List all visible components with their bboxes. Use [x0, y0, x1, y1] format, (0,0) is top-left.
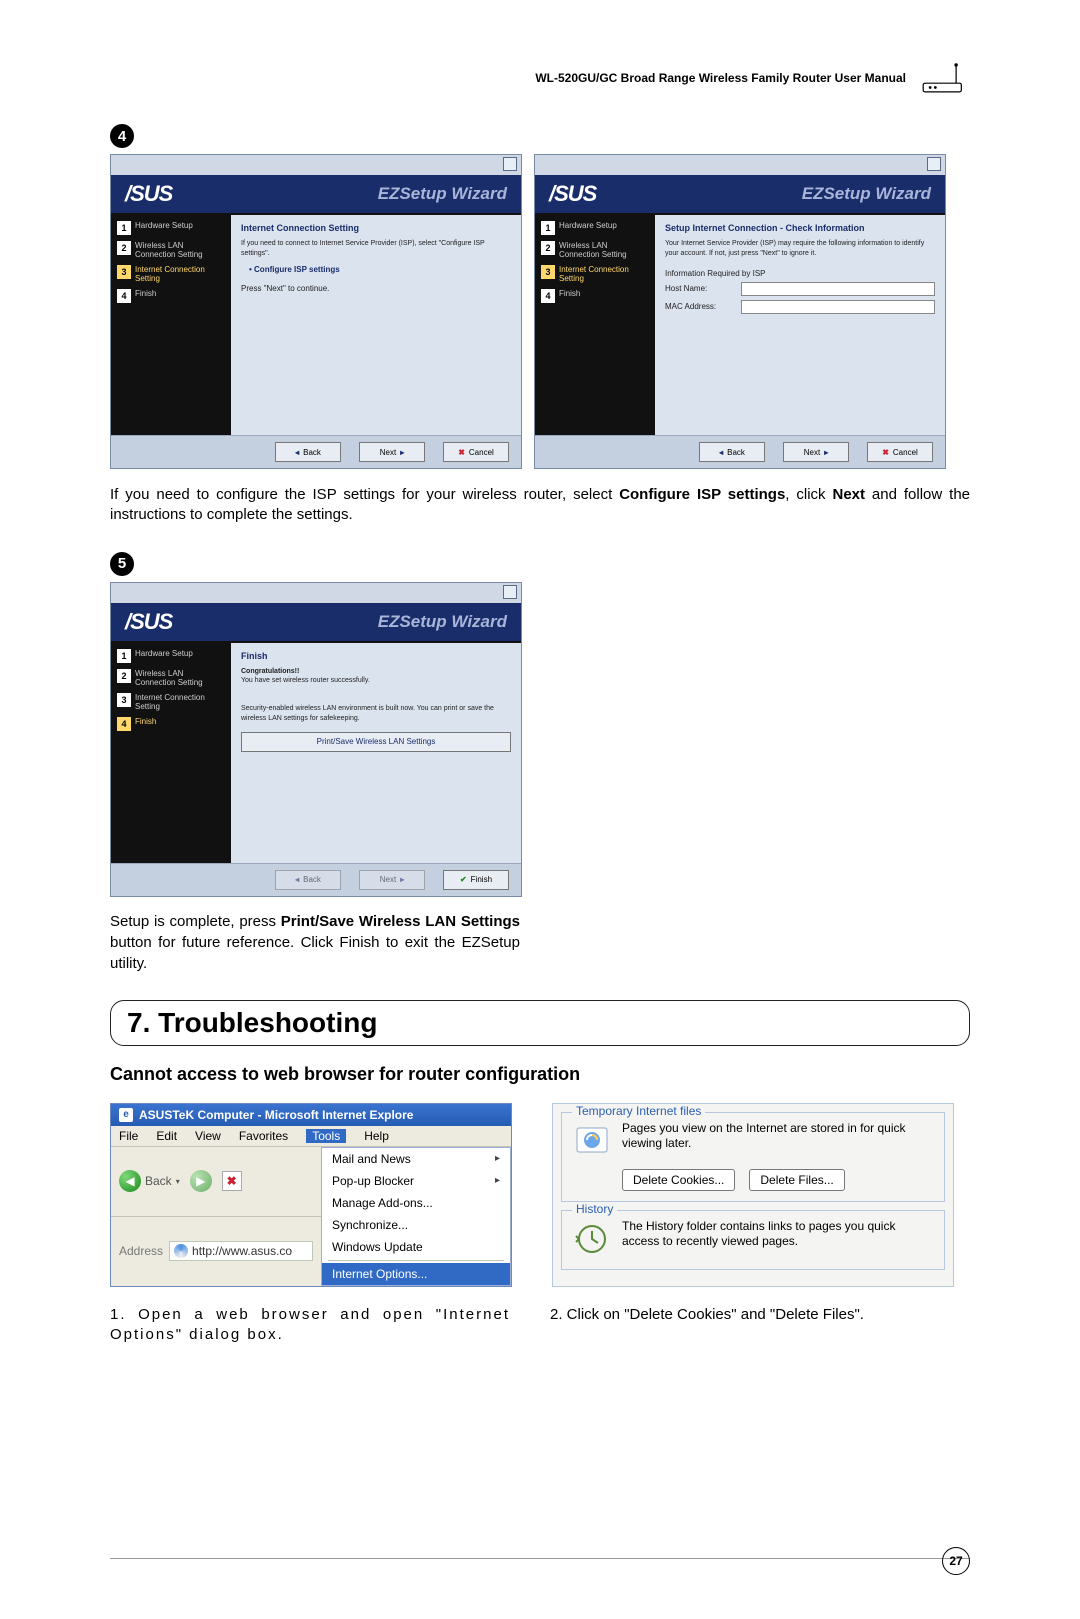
history-icon [572, 1219, 612, 1259]
menu-edit[interactable]: Edit [156, 1129, 177, 1143]
ie-address-input[interactable]: http://www.asus.co [169, 1241, 313, 1261]
wizard-nav: 1Hardware Setup 2Wireless LAN Connection… [111, 215, 231, 435]
wiz4a-sub: Press "Next" to continue. [241, 284, 511, 293]
back-button[interactable]: ◂Back [275, 442, 341, 462]
ie-titlebar: e ASUSTeK Computer - Microsoft Internet … [111, 1104, 511, 1126]
wizard-titlebar [111, 583, 521, 603]
ie-stop-button[interactable]: ✖ [222, 1171, 242, 1191]
next-button-disabled: Next▸ [359, 870, 425, 890]
delete-files-button[interactable]: Delete Files... [749, 1169, 844, 1191]
menu-help[interactable]: Help [364, 1129, 389, 1143]
wiz5-heading: Finish [241, 651, 511, 661]
next-button[interactable]: Next▸ [359, 442, 425, 462]
step-2-caption: 2. Click on "Delete Cookies" and "Delete… [550, 1305, 950, 1346]
dd-windows-update[interactable]: Windows Update [322, 1236, 510, 1258]
temp-files-text: Pages you view on the Internet are store… [622, 1121, 934, 1152]
delete-cookies-button[interactable]: Delete Cookies... [622, 1169, 735, 1191]
dd-mail-news[interactable]: Mail and News▸ [322, 1148, 510, 1170]
wizard-5: /SUS EZSetup Wizard 1Hardware Setup 2Wir… [110, 582, 522, 897]
wiz4b-info: Information Required by ISP [665, 269, 935, 278]
wizard-4a: /SUS EZSetup Wizard 1Hardware Setup 2Wir… [110, 154, 522, 469]
wiz4a-text: If you need to connect to Internet Servi… [241, 239, 511, 259]
dd-synchronize[interactable]: Synchronize... [322, 1214, 510, 1236]
ie-back-button[interactable]: ◀ Back ▾ [119, 1170, 180, 1192]
ie-toolbar: ◀ Back ▾ ▶ ✖ [111, 1147, 321, 1217]
ie-icon [174, 1244, 188, 1258]
dd-internet-options[interactable]: Internet Options... [322, 1263, 510, 1285]
page-number: 27 [942, 1547, 970, 1575]
page-header: WL-520GU/GC Broad Range Wireless Family … [110, 60, 970, 96]
step4-caption: If you need to configure the ISP setting… [110, 485, 970, 526]
wizard-titlebar [535, 155, 945, 175]
wiz4a-bullet: • Configure ISP settings [249, 265, 511, 274]
hostname-input[interactable] [741, 282, 935, 296]
wiz4b-text: Your Internet Service Provider (ISP) may… [665, 239, 935, 259]
internet-options-box: Temporary Internet files Pages you view … [552, 1103, 954, 1287]
menu-file[interactable]: File [119, 1129, 138, 1143]
temp-files-legend: Temporary Internet files [572, 1104, 705, 1118]
asus-logo: /SUS [125, 609, 172, 635]
step-5-badge: 5 [110, 552, 134, 576]
menu-tools[interactable]: Tools [306, 1129, 346, 1143]
wizard-nav: 1Hardware Setup 2Wireless LAN Connection… [111, 643, 231, 863]
finish-button[interactable]: ✔Finish [443, 870, 509, 890]
menu-view[interactable]: View [195, 1129, 221, 1143]
ie-menubar: File Edit View Favorites Tools Help [111, 1126, 511, 1147]
step5-caption: Setup is complete, press Print/Save Wire… [110, 911, 520, 974]
manual-title: WL-520GU/GC Broad Range Wireless Family … [535, 71, 906, 85]
dd-manage-addons[interactable]: Manage Add-ons... [322, 1192, 510, 1214]
history-fieldset: History The History folder contains link… [561, 1210, 945, 1270]
wizard-title: EZSetup Wizard [802, 184, 931, 204]
back-button-disabled: ◂Back [275, 870, 341, 890]
asus-logo: /SUS [125, 181, 172, 207]
print-save-button[interactable]: Print/Save Wireless LAN Settings [241, 732, 511, 752]
menu-favorites[interactable]: Favorites [239, 1129, 288, 1143]
subheading: Cannot access to web browser for router … [110, 1064, 970, 1085]
next-button[interactable]: Next▸ [783, 442, 849, 462]
ie-window: e ASUSTeK Computer - Microsoft Internet … [110, 1103, 512, 1287]
router-icon [918, 60, 970, 96]
temp-files-fieldset: Temporary Internet files Pages you view … [561, 1112, 945, 1202]
wizard-title: EZSetup Wizard [378, 612, 507, 632]
troubleshooting-heading: 7. Troubleshooting [127, 1007, 953, 1039]
wizard-title: EZSetup Wizard [378, 184, 507, 204]
temp-files-icon [572, 1121, 612, 1161]
wizard-nav: 1Hardware Setup 2Wireless LAN Connection… [535, 215, 655, 435]
back-button[interactable]: ◂Back [699, 442, 765, 462]
dd-popup-blocker[interactable]: Pop-up Blocker▸ [322, 1170, 510, 1192]
cancel-button[interactable]: ✖Cancel [867, 442, 933, 462]
section-7-heading-box: 7. Troubleshooting [110, 1000, 970, 1046]
ie-address-bar: Address http://www.asus.co [111, 1217, 321, 1286]
mac-input[interactable] [741, 300, 935, 314]
history-text: The History folder contains links to pag… [622, 1219, 934, 1250]
step-4-badge: 4 [110, 124, 134, 148]
step-1-caption: 1. Open a web browser and open "Internet… [110, 1305, 510, 1346]
cancel-button[interactable]: ✖Cancel [443, 442, 509, 462]
footer-rule [110, 1558, 970, 1559]
wizard-4b: /SUS EZSetup Wizard 1Hardware Setup 2Wir… [534, 154, 946, 469]
history-legend: History [572, 1202, 617, 1216]
wizard-titlebar [111, 155, 521, 175]
ie-forward-button[interactable]: ▶ [190, 1170, 212, 1192]
wiz4b-heading: Setup Internet Connection - Check Inform… [665, 223, 935, 233]
wiz4a-heading: Internet Connection Setting [241, 223, 511, 233]
asus-logo: /SUS [549, 181, 596, 207]
tools-dropdown: Mail and News▸ Pop-up Blocker▸ Manage Ad… [321, 1147, 511, 1286]
